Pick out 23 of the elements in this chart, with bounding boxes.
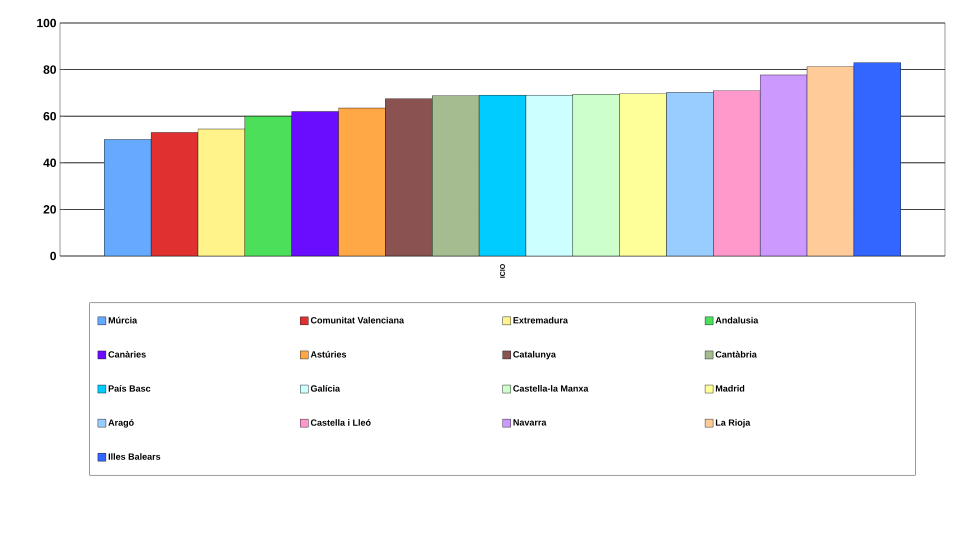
legend-label: Castella-la Manxa <box>513 385 588 392</box>
legend-label: Aragó <box>108 419 134 428</box>
legend-label: País Basc <box>108 384 150 392</box>
y-tick-label: 80 <box>44 65 56 74</box>
legend-label: Comunitat Valenciana <box>310 316 404 324</box>
legend-label: Galícia <box>310 384 340 392</box>
legend-label: Madrid <box>716 385 744 392</box>
legend-label: Illes Balears <box>108 453 160 460</box>
legend-label: Extremadura <box>513 316 568 324</box>
y-tick-label: 40 <box>43 158 56 168</box>
legend-label: Andalusia <box>716 316 758 324</box>
legend-label: Múrcia <box>108 316 138 324</box>
legend-label: Catalunya <box>513 350 556 360</box>
y-tick-label: 0 <box>50 252 56 260</box>
legend-label: Cantàbria <box>716 350 757 358</box>
legend-label: Castella i Lleó <box>310 419 371 426</box>
legend-label: La Rioja <box>716 419 750 428</box>
y-tick-label: 100 <box>37 18 56 28</box>
legend-label: Canàries <box>108 350 146 358</box>
legend-label: Astúries <box>310 350 346 358</box>
legend-label: Navarra <box>513 419 546 426</box>
y-tick-label: 60 <box>44 112 56 120</box>
y-tick-label: 20 <box>44 205 56 214</box>
